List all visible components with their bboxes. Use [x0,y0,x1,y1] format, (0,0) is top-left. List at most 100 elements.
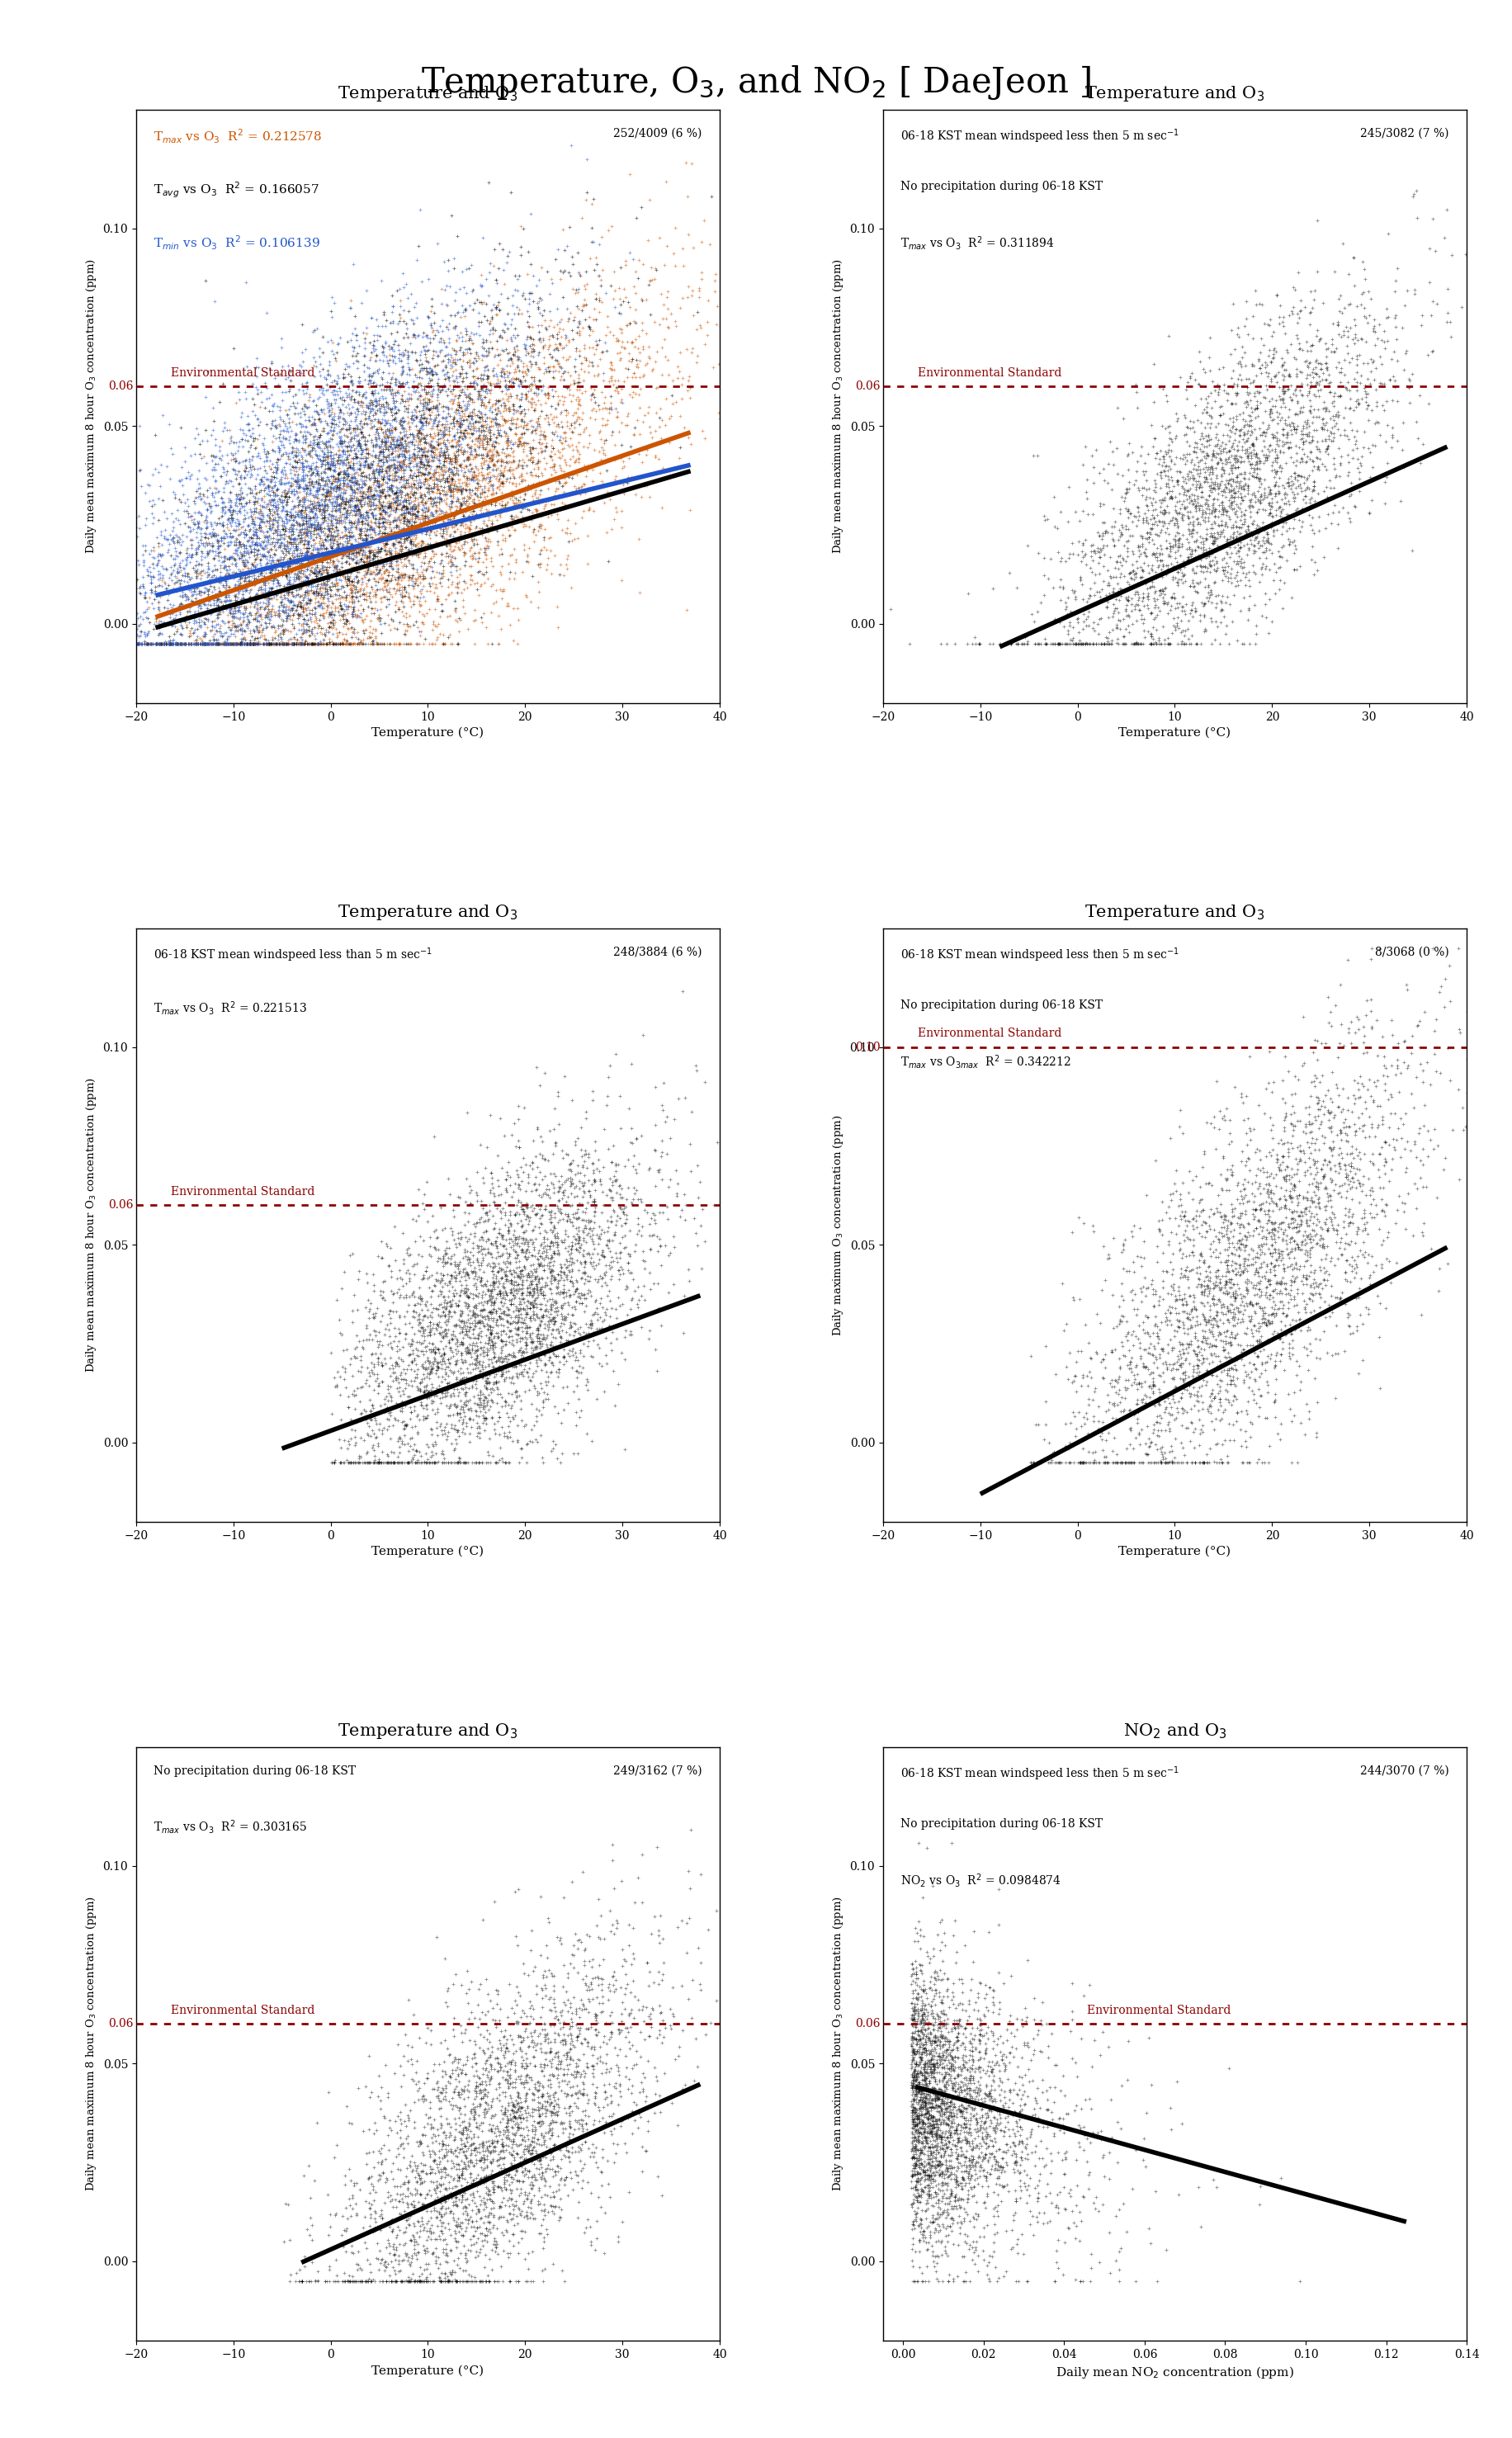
Point [493,366,517,405]
Point [380,429,404,468]
Point [178,570,203,610]
Point [437,397,461,436]
Point [380,1443,404,1482]
Point [1235,600,1259,639]
Point [904,2170,928,2209]
Point [293,492,318,531]
Point [1278,1173,1302,1212]
Point [903,2033,927,2072]
Point [373,383,398,422]
Point [334,514,358,553]
Point [426,2116,451,2155]
Point [339,1419,363,1458]
Point [978,2077,1002,2116]
Point [602,315,626,354]
Point [591,2106,615,2145]
Point [438,2192,463,2231]
Point [431,2150,455,2189]
Point [1341,300,1365,339]
Point [301,312,325,351]
Point [455,1253,479,1292]
Point [1334,1195,1358,1234]
Point [1267,1263,1291,1302]
Point [475,336,499,375]
Point [472,2136,496,2175]
Point [410,1260,434,1299]
Point [1148,1356,1172,1395]
Point [392,2262,416,2301]
Point [522,1165,546,1204]
Point [590,461,614,500]
Point [1263,1234,1287,1273]
Text: T$_{max}$ vs O$_3$  R$^2$ = 0.311894: T$_{max}$ vs O$_3$ R$^2$ = 0.311894 [901,234,1055,251]
Point [352,600,376,639]
Point [1282,1373,1306,1412]
Point [251,610,275,649]
Point [174,556,198,595]
Point [497,458,522,497]
Point [1126,1307,1151,1346]
Point [257,578,281,617]
Point [399,536,423,575]
Point [348,541,372,580]
Point [1364,349,1388,388]
Point [1217,1219,1241,1258]
Point [934,2148,959,2187]
Point [1326,410,1350,449]
Point [1247,1190,1272,1229]
Point [1158,624,1182,663]
Point [1255,1173,1279,1212]
Point [508,1253,532,1292]
Point [384,480,408,519]
Point [606,1251,631,1290]
Point [928,2075,953,2114]
Point [432,446,457,485]
Point [373,378,398,417]
Point [269,585,293,624]
Point [452,1302,476,1341]
Point [978,2155,1002,2194]
Point [367,605,392,644]
Point [1173,1282,1198,1321]
Point [487,1290,511,1329]
Point [1188,1265,1213,1304]
Point [278,519,302,558]
Point [1232,441,1256,480]
Point [386,2175,410,2214]
Point [305,558,330,597]
Point [1099,471,1123,510]
Point [1207,1336,1231,1375]
Point [457,1195,481,1234]
Point [449,1265,473,1304]
Point [904,2104,928,2143]
Point [652,1943,676,1982]
Point [417,458,442,497]
Point [305,607,330,646]
Point [389,334,413,373]
Point [464,2077,488,2116]
Point [581,1980,605,2019]
Point [1116,451,1140,490]
Point [419,624,443,663]
Point [417,2131,442,2170]
Point [978,2011,1002,2050]
Point [482,1317,507,1356]
Point [513,2080,537,2119]
Point [333,2262,357,2301]
Point [549,1404,573,1443]
Point [629,2011,653,2050]
Point [443,2116,467,2155]
Point [417,1426,442,1465]
Point [1125,573,1149,612]
Point [974,2065,998,2104]
Point [422,402,446,441]
Point [389,341,413,380]
Point [525,1326,549,1365]
Point [277,549,301,588]
Point [277,400,301,439]
Point [472,319,496,358]
Point [198,561,222,600]
Point [1040,2141,1064,2180]
Point [442,2241,466,2280]
Point [402,473,426,512]
